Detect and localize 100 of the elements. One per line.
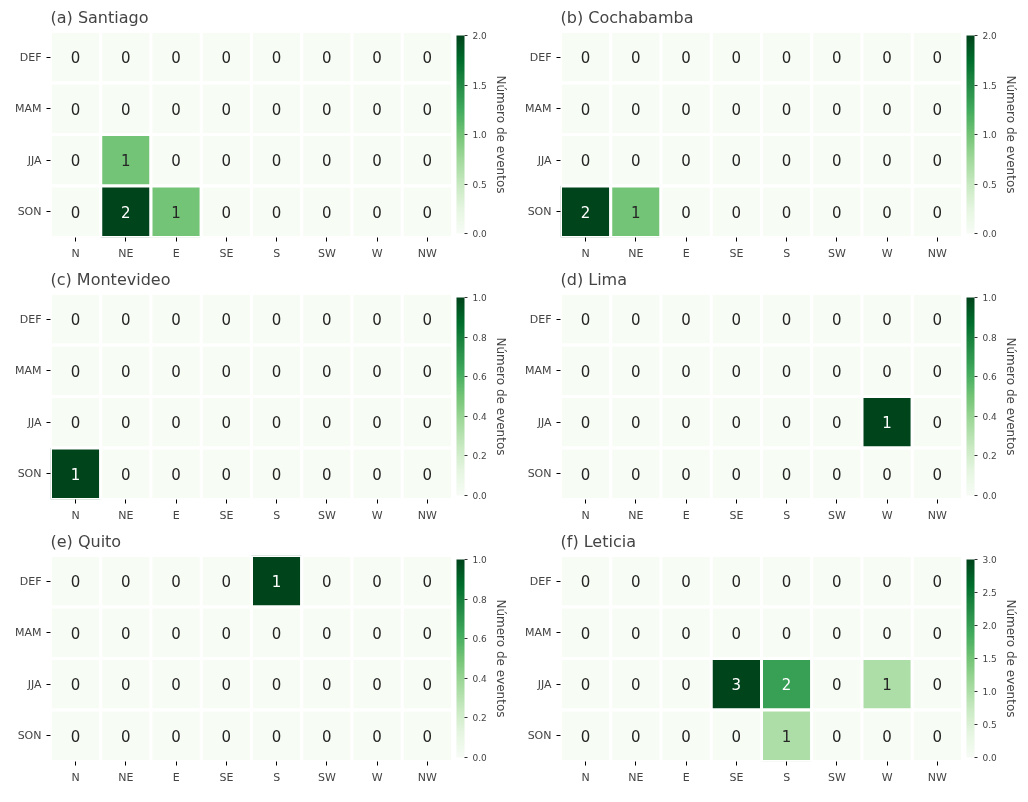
data-label: 0 bbox=[171, 311, 181, 330]
data-label: 1 bbox=[631, 203, 641, 222]
data-label: 0 bbox=[681, 573, 691, 592]
data-label: 0 bbox=[422, 573, 433, 592]
data-label: 0 bbox=[882, 573, 892, 592]
data-label: 0 bbox=[631, 414, 641, 433]
data-label: 0 bbox=[372, 414, 382, 433]
data-label: 0 bbox=[781, 152, 792, 171]
color-bar-label: 0.0 bbox=[982, 491, 998, 501]
y-tick-label: JJA bbox=[26, 677, 42, 691]
data-label: 0 bbox=[70, 100, 81, 119]
data-label: 0 bbox=[372, 727, 382, 746]
data-label: 0 bbox=[731, 624, 742, 643]
data-label: 0 bbox=[832, 676, 842, 695]
data-label: 0 bbox=[580, 573, 591, 592]
data-label: 0 bbox=[372, 203, 382, 222]
x-tick-label: SE bbox=[729, 246, 744, 260]
y-tick-label: MAM bbox=[524, 626, 552, 640]
data-label: 0 bbox=[832, 727, 842, 746]
color-bar-label: 1.0 bbox=[472, 555, 488, 565]
color-bar-label: 2.0 bbox=[472, 31, 488, 41]
data-label: 0 bbox=[781, 311, 792, 330]
x-tick-label: E bbox=[172, 770, 180, 784]
data-label: 0 bbox=[271, 624, 282, 643]
data-label: 1 bbox=[70, 465, 81, 484]
data-label: 0 bbox=[631, 676, 641, 695]
data-label: 0 bbox=[882, 624, 892, 643]
color-bar-label: 1.0 bbox=[982, 293, 998, 303]
data-label: 0 bbox=[882, 727, 892, 746]
data-label: 0 bbox=[70, 676, 81, 695]
x-tick-label: W bbox=[371, 770, 383, 784]
data-label: 0 bbox=[70, 573, 81, 592]
data-label: 0 bbox=[171, 573, 181, 592]
data-label: 0 bbox=[422, 49, 433, 68]
data-label: 2 bbox=[781, 676, 792, 695]
data-label: 1 bbox=[781, 727, 792, 746]
x-tick-label: W bbox=[371, 508, 383, 522]
x-tick-label: NW bbox=[927, 770, 948, 784]
color-bar-label: 3.0 bbox=[982, 555, 998, 565]
data-label: 0 bbox=[121, 573, 131, 592]
data-label: 0 bbox=[322, 465, 332, 484]
data-label: 0 bbox=[221, 49, 232, 68]
data-label: 0 bbox=[121, 414, 131, 433]
data-label: 0 bbox=[681, 414, 691, 433]
data-label: 2 bbox=[580, 203, 591, 222]
chart-title: (b) Cochabamba bbox=[560, 7, 694, 27]
data-label: 0 bbox=[580, 465, 591, 484]
color-bar-label: 1.0 bbox=[982, 687, 998, 697]
y-tick-label: MAM bbox=[524, 102, 552, 116]
x-tick-label: E bbox=[682, 508, 690, 522]
data-label: 0 bbox=[171, 676, 181, 695]
data-label: 0 bbox=[221, 100, 232, 119]
color-bar-label: 0.0 bbox=[472, 229, 488, 239]
data-label: 0 bbox=[372, 465, 382, 484]
data-label: 0 bbox=[221, 311, 232, 330]
data-label: 0 bbox=[70, 203, 81, 222]
data-label: 0 bbox=[372, 152, 382, 171]
x-tick-label: W bbox=[881, 508, 893, 522]
y-tick-label: DEF bbox=[529, 312, 552, 326]
data-label: 0 bbox=[322, 727, 332, 746]
data-label: 0 bbox=[631, 100, 641, 119]
y-tick-label: DEF bbox=[19, 312, 42, 326]
data-label: 0 bbox=[580, 362, 591, 381]
x-tick-label: N bbox=[71, 508, 80, 522]
data-label: 0 bbox=[580, 152, 591, 171]
data-label: 1 bbox=[171, 203, 181, 222]
color-bar-title: Número de eventos bbox=[1003, 337, 1018, 456]
x-tick-label: SW bbox=[827, 508, 846, 522]
color-bar-label: 0.2 bbox=[982, 451, 997, 462]
x-tick-label: SW bbox=[827, 770, 846, 784]
color-bar-label: 0.5 bbox=[982, 179, 997, 190]
data-label: 0 bbox=[422, 624, 433, 643]
data-label: 0 bbox=[631, 727, 641, 746]
data-label: 0 bbox=[932, 727, 943, 746]
color-bar-label: 0.0 bbox=[982, 229, 998, 239]
data-label: 0 bbox=[322, 203, 332, 222]
color-bar-label: 0.8 bbox=[472, 594, 488, 605]
data-label: 0 bbox=[271, 203, 282, 222]
y-tick-label: JJA bbox=[536, 153, 552, 167]
color-bar-label: 0.0 bbox=[472, 491, 488, 501]
data-label: 0 bbox=[70, 624, 81, 643]
x-tick-label: W bbox=[881, 770, 893, 784]
data-label: 0 bbox=[681, 100, 691, 119]
color-bar-label: 0.5 bbox=[472, 179, 487, 190]
data-label: 0 bbox=[932, 203, 943, 222]
y-tick-label: DEF bbox=[529, 50, 552, 64]
data-label: 0 bbox=[681, 624, 691, 643]
x-tick-label: W bbox=[881, 246, 893, 260]
data-label: 0 bbox=[731, 362, 742, 381]
x-tick-label: S bbox=[783, 770, 791, 784]
data-label: 0 bbox=[221, 624, 232, 643]
data-label: 0 bbox=[631, 624, 641, 643]
color-bar-label: 0.8 bbox=[472, 332, 488, 343]
color-bar-label: 0.4 bbox=[472, 673, 488, 684]
data-label: 0 bbox=[631, 362, 641, 381]
data-label: 0 bbox=[372, 311, 382, 330]
data-label: 0 bbox=[171, 100, 181, 119]
data-label: 0 bbox=[121, 465, 131, 484]
data-label: 0 bbox=[322, 676, 332, 695]
data-label: 0 bbox=[322, 49, 332, 68]
